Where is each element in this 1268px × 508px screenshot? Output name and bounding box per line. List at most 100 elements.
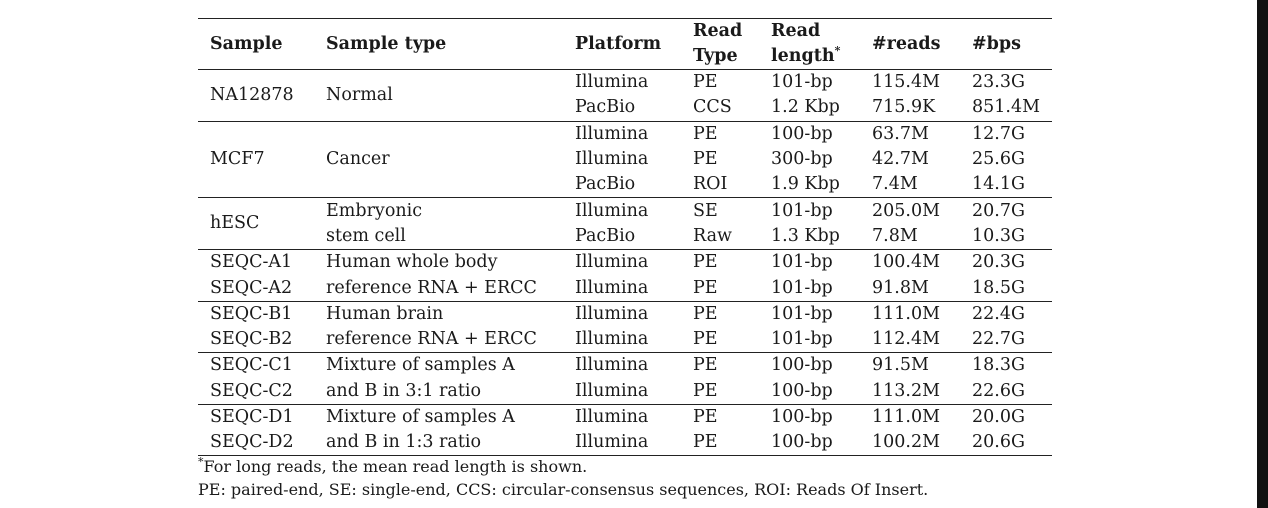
cell-bps: 851.4M xyxy=(972,97,1041,118)
cell-read-length: 100-bp xyxy=(771,355,833,376)
cell-reads: 63.7M xyxy=(872,123,929,144)
cell-sample-type: Cancer xyxy=(326,149,390,170)
footnote-long-reads: *For long reads, the mean read length is… xyxy=(198,455,1098,478)
table-row: SEQC-C2 and B in 3:1 ratio Illumina PE 1… xyxy=(198,379,1052,405)
table-row: stem cell PacBio Raw 1.3 Kbp 7.8M 10.3G xyxy=(198,224,1052,250)
header-read-length-line1: Read xyxy=(771,21,821,41)
table-row: MCF7 Cancer Illumina PE 100-bp 63.7M 12.… xyxy=(198,121,1052,169)
header-read-length-mark: * xyxy=(834,44,841,58)
cell-read-length: 101-bp xyxy=(771,252,833,273)
table-row: PacBio CCS 1.2 Kbp 715.9K 851.4M xyxy=(198,95,1052,121)
header-reads: #reads xyxy=(872,33,941,54)
table-row: SEQC-D1 Mixture of samples A Illumina PE… xyxy=(198,404,1052,430)
table-header: Sample Sample type Platform Read Type Re… xyxy=(198,18,1052,70)
cell-platform: Illumina xyxy=(575,407,649,427)
cell-read-length: 300-bp xyxy=(771,149,833,170)
cell-bps: 22.4G xyxy=(972,303,1025,324)
cell-reads: 100.2M xyxy=(872,432,941,453)
cell-platform: PacBio xyxy=(575,97,636,118)
cell-read-type: PE xyxy=(693,72,718,93)
header-read-length-text: length xyxy=(771,46,835,66)
cell-reads: 113.2M xyxy=(872,380,941,401)
header-read-length-line2: length* xyxy=(771,44,860,69)
cell-sample-type: stem cell xyxy=(326,225,406,246)
cell-bps: 22.6G xyxy=(972,380,1025,401)
cell-bps: 20.6G xyxy=(972,432,1025,453)
cell-read-type: PE xyxy=(693,329,718,350)
cell-sample: hESC xyxy=(210,213,260,234)
cell-bps: 14.1G xyxy=(972,174,1025,195)
cell-reads: 91.5M xyxy=(872,355,929,376)
cell-read-length: 101-bp xyxy=(771,303,833,324)
cell-read-length: 100-bp xyxy=(771,123,833,144)
cell-read-type: PE xyxy=(693,149,718,170)
cell-platform: Illumina xyxy=(575,149,649,170)
cell-read-type: PE xyxy=(693,407,718,427)
cell-read-length: 101-bp xyxy=(771,200,833,221)
cell-read-length: 101-bp xyxy=(771,329,833,350)
group-seqc-a: SEQC-A1 Human whole body Illumina PE 101… xyxy=(198,250,1052,302)
sequencing-data-table: Sample Sample type Platform Read Type Re… xyxy=(198,18,1052,456)
footnote-long-reads-text: For long reads, the mean read length is … xyxy=(203,457,588,476)
cell-read-type: PE xyxy=(693,380,718,401)
cell-sample: SEQC-B1 xyxy=(210,303,293,324)
cell-reads: 7.8M xyxy=(872,225,918,246)
cell-reads: 112.4M xyxy=(872,329,941,350)
group-seqc-b: SEQC-B1 Human brain Illumina PE 101-bp 1… xyxy=(198,301,1052,353)
header-read-type: Read Type xyxy=(681,19,759,70)
header-bps: #bps xyxy=(972,33,1021,54)
cell-read-type: ROI xyxy=(693,174,728,195)
cell-sample-type: Human brain xyxy=(326,303,444,324)
cell-read-length: 101-bp xyxy=(771,72,833,93)
header-sample: Sample xyxy=(210,33,283,54)
cell-sample: SEQC-A2 xyxy=(210,277,293,298)
group-na12878: NA12878 Normal Illumina PE 101-bp 115.4M… xyxy=(198,70,1052,122)
group-mcf7: MCF7 Cancer Illumina PE 100-bp 63.7M 12.… xyxy=(198,121,1052,198)
cell-read-type: CCS xyxy=(693,97,732,118)
cell-sample-type: Mixture of samples A xyxy=(326,407,515,427)
cell-bps: 12.7G xyxy=(972,123,1025,144)
table-row: Illumina PE 300-bp 42.7M 25.6G xyxy=(198,147,1052,172)
table-footnotes: *For long reads, the mean read length is… xyxy=(198,455,1098,501)
header-platform: Platform xyxy=(575,33,662,54)
cell-platform: Illumina xyxy=(575,72,649,93)
cell-sample-type: reference RNA + ERCC xyxy=(326,329,537,350)
cell-reads: 205.0M xyxy=(872,200,941,221)
cell-sample: NA12878 xyxy=(210,84,294,105)
group-seqc-c: SEQC-C1 Mixture of samples A Illumina PE… xyxy=(198,353,1052,405)
cell-read-type: PE xyxy=(693,303,718,324)
table-row: SEQC-A2 reference RNA + ERCC Illumina PE… xyxy=(198,275,1052,301)
cell-sample-type: and B in 1:3 ratio xyxy=(326,432,482,453)
right-edge-bar xyxy=(1257,0,1268,508)
cell-bps: 20.0G xyxy=(972,407,1025,427)
cell-read-length: 1.9 Kbp xyxy=(771,174,840,195)
cell-reads: 111.0M xyxy=(872,407,941,427)
cell-read-length: 1.3 Kbp xyxy=(771,225,840,246)
cell-reads: 91.8M xyxy=(872,277,929,298)
table-row: hESC Embryonic Illumina SE 101-bp 205.0M… xyxy=(198,198,1052,234)
cell-read-type: PE xyxy=(693,432,718,453)
footnote-mark: * xyxy=(198,455,204,469)
cell-reads: 42.7M xyxy=(872,149,929,170)
footnote-abbreviations: PE: paired-end, SE: single-end, CCS: cir… xyxy=(198,480,929,499)
table-row: PacBio ROI 1.9 Kbp 7.4M 14.1G xyxy=(198,172,1052,198)
cell-bps: 23.3G xyxy=(972,72,1025,93)
cell-read-length: 100-bp xyxy=(771,407,833,427)
cell-platform: Illumina xyxy=(575,123,649,144)
cell-bps: 20.7G xyxy=(972,200,1025,221)
cell-platform: Illumina xyxy=(575,252,649,273)
table-row: NA12878 Normal Illumina PE 101-bp 115.4M… xyxy=(198,70,1052,105)
cell-reads: 715.9K xyxy=(872,97,936,118)
cell-sample: SEQC-C2 xyxy=(210,380,293,401)
cell-read-length: 101-bp xyxy=(771,277,833,298)
cell-read-length: 100-bp xyxy=(771,380,833,401)
cell-bps: 25.6G xyxy=(972,149,1025,170)
cell-reads: 111.0M xyxy=(872,303,941,324)
cell-read-type: SE xyxy=(693,200,718,221)
cell-read-length: 100-bp xyxy=(771,432,833,453)
header-read-length: Read length* xyxy=(759,19,860,70)
header-read-type-line2: Type xyxy=(693,46,738,66)
cell-reads: 7.4M xyxy=(872,174,918,195)
cell-sample: MCF7 xyxy=(210,149,265,170)
table-row: SEQC-C1 Mixture of samples A Illumina PE… xyxy=(198,353,1052,379)
